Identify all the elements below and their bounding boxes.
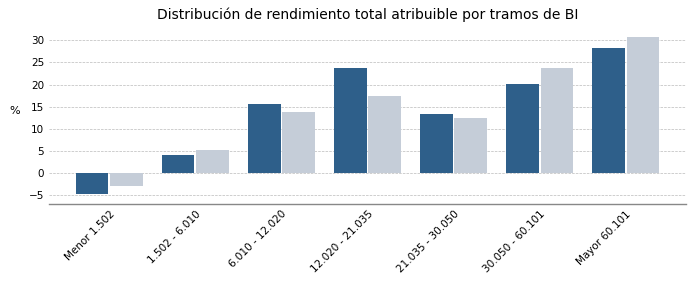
Bar xyxy=(110,173,143,186)
Bar xyxy=(592,48,625,173)
Bar xyxy=(76,173,108,194)
Bar xyxy=(540,68,573,173)
Y-axis label: %: % xyxy=(10,106,20,116)
Bar xyxy=(506,84,539,173)
Title: Distribución de rendimiento total atribuible por tramos de BI: Distribución de rendimiento total atribu… xyxy=(157,7,578,22)
Bar xyxy=(334,68,367,173)
Bar xyxy=(162,155,195,173)
Bar xyxy=(454,118,487,173)
Bar xyxy=(626,37,659,173)
Bar xyxy=(248,104,281,173)
Bar xyxy=(282,112,315,173)
Bar xyxy=(368,96,401,173)
Bar xyxy=(196,150,229,173)
Bar xyxy=(420,114,453,173)
